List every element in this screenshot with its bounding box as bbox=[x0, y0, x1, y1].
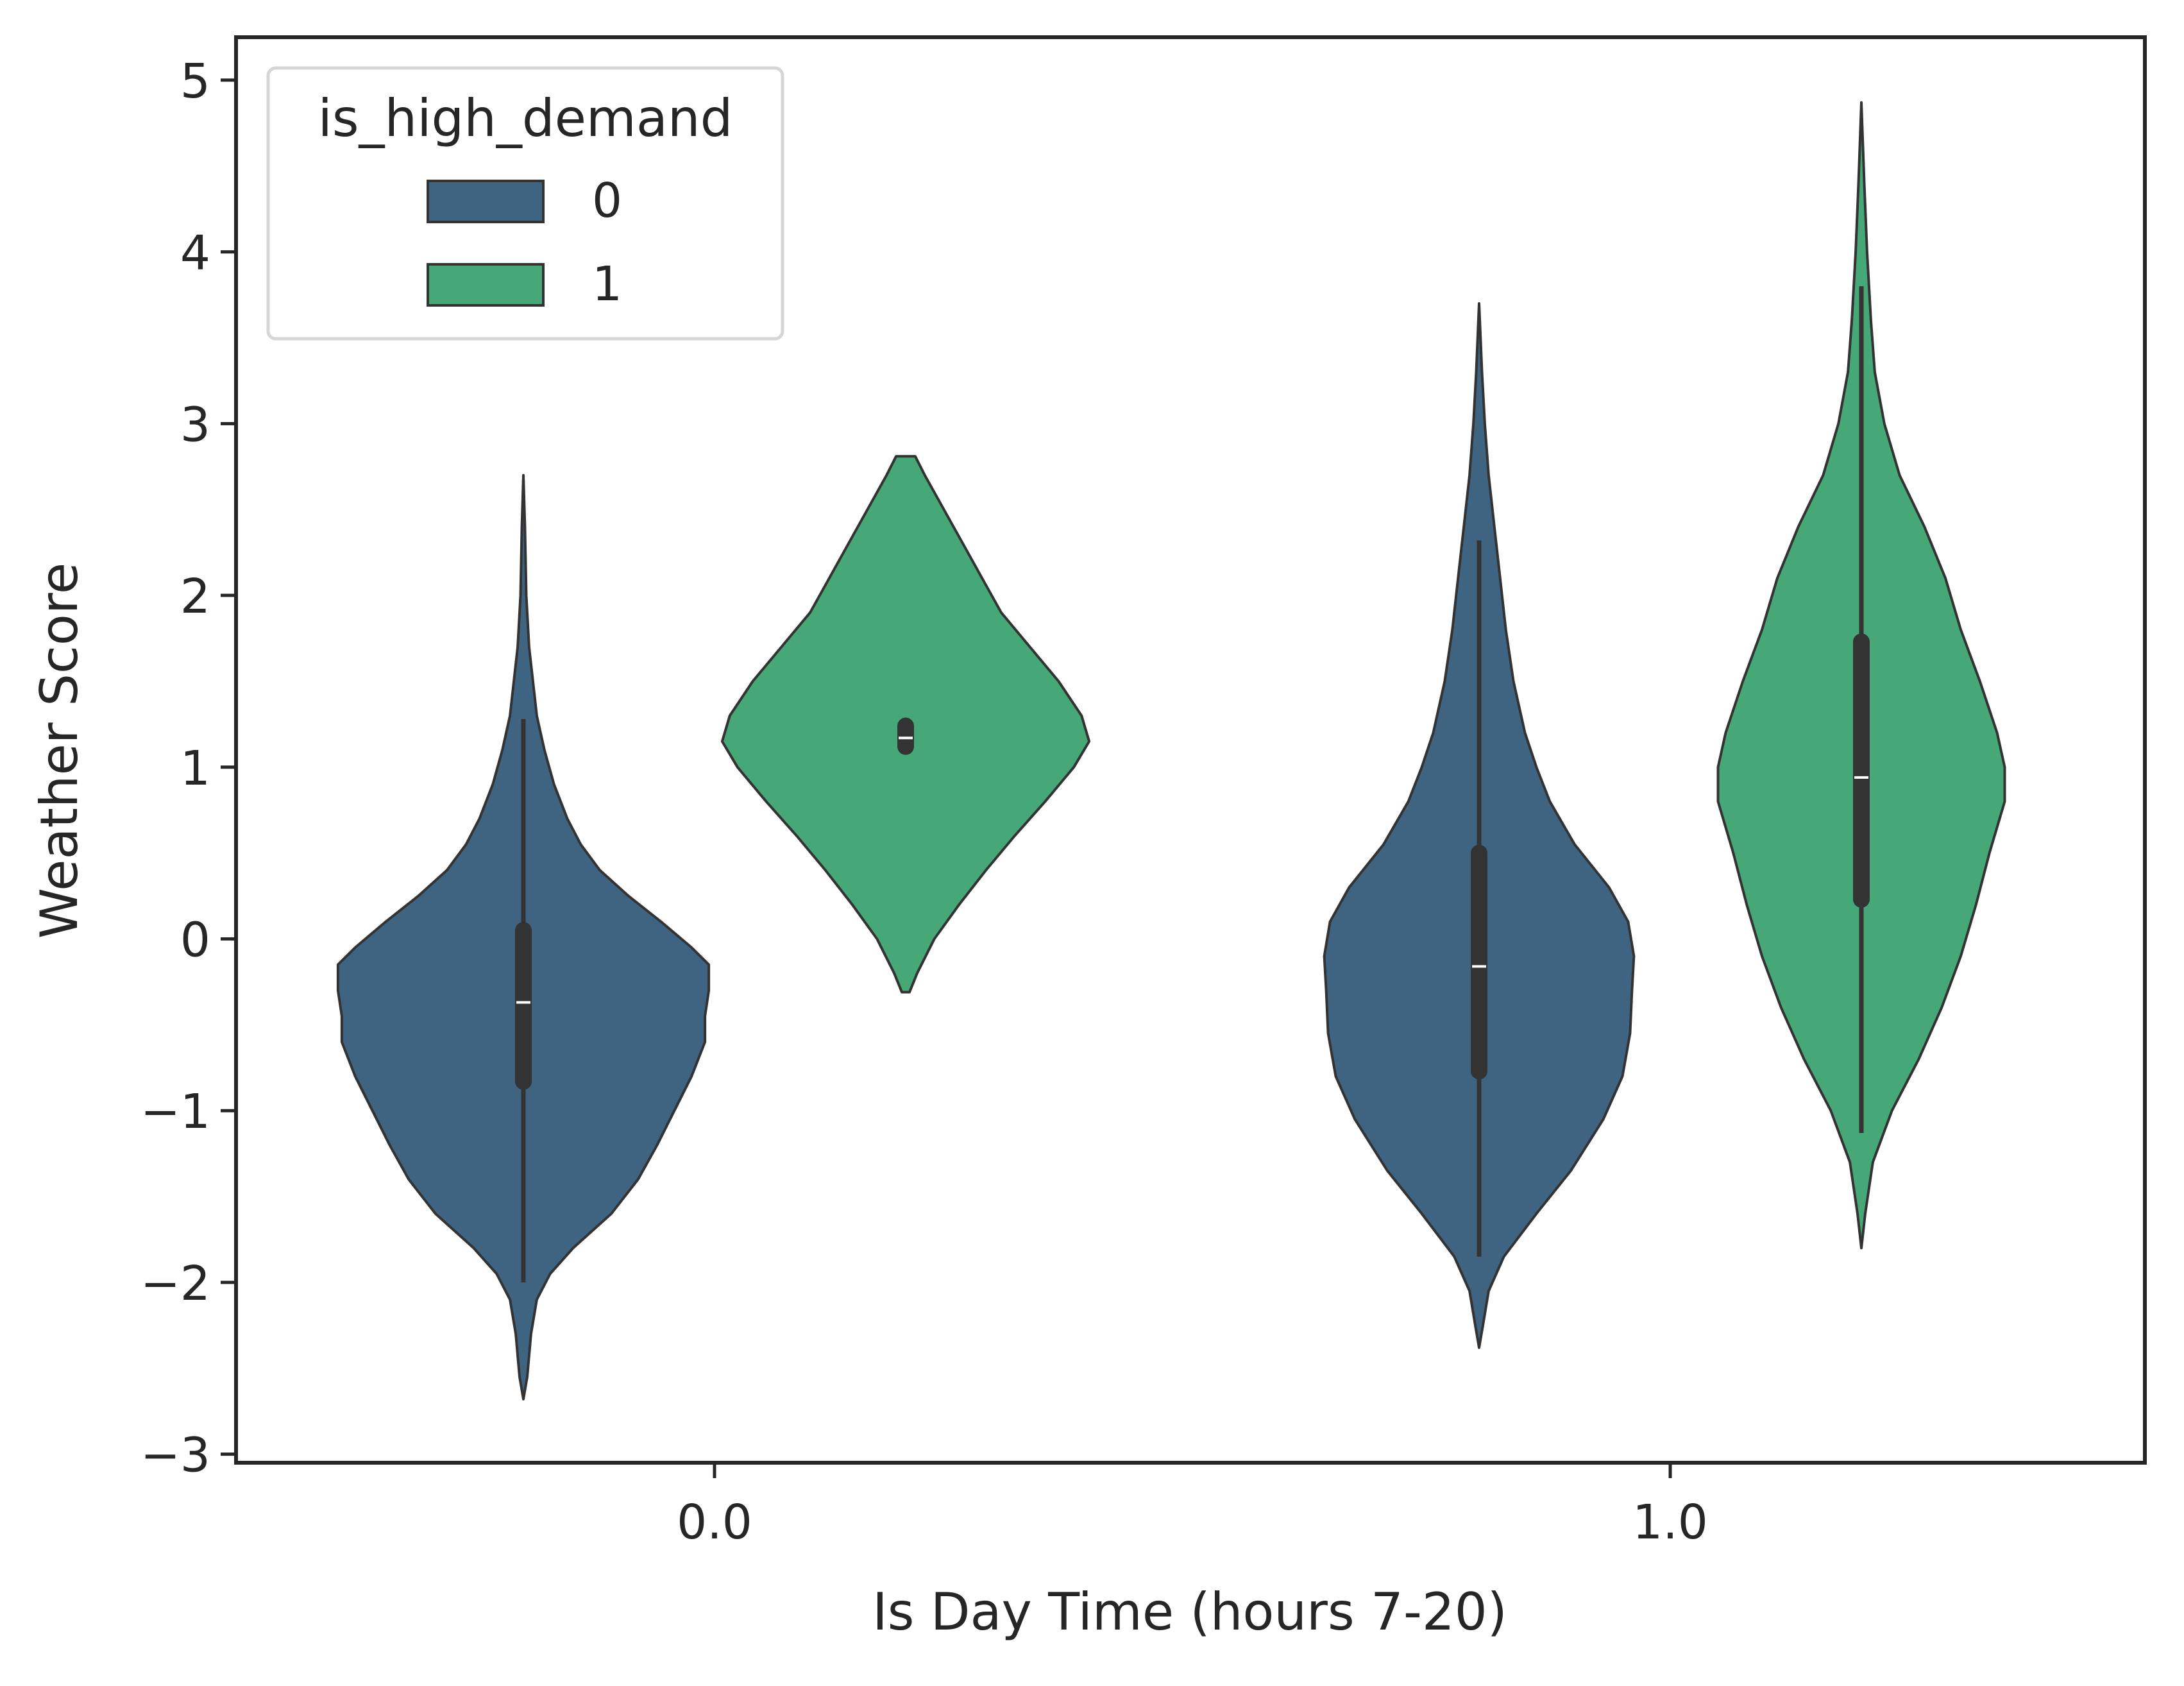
x-tick-label: 1.0 bbox=[1632, 1495, 1708, 1550]
legend-swatch-1 bbox=[427, 263, 545, 307]
y-tick-label: 1 bbox=[180, 741, 210, 796]
legend: is_high_demand 0 1 bbox=[266, 66, 784, 341]
y-tick-label: 4 bbox=[180, 226, 210, 281]
y-tick-label: 5 bbox=[180, 54, 210, 109]
y-tick-label: −3 bbox=[140, 1428, 210, 1483]
y-tick-label: 3 bbox=[180, 397, 210, 452]
y-tick-label: −2 bbox=[140, 1256, 210, 1311]
legend-title: is_high_demand bbox=[318, 89, 733, 148]
inner-boxes-layer bbox=[515, 286, 1870, 1282]
x-tick-label: 0.0 bbox=[677, 1495, 752, 1550]
y-axis-label: Weather Score bbox=[30, 563, 89, 939]
x-axis-label: Is Day Time (hours 7-20) bbox=[872, 1582, 1507, 1642]
y-tick-label: 0 bbox=[180, 912, 210, 967]
plot-frame bbox=[234, 35, 2147, 1465]
y-tick-label: 2 bbox=[180, 569, 210, 624]
legend-label-1: 1 bbox=[592, 257, 622, 312]
legend-label-0: 0 bbox=[592, 173, 622, 228]
axes-layer: −3 −2 −1 0 1 2 3 4 5 0.0 1.0 bbox=[140, 35, 2147, 1550]
legend-swatch-0 bbox=[427, 180, 545, 223]
y-tick-label: −1 bbox=[140, 1084, 210, 1139]
